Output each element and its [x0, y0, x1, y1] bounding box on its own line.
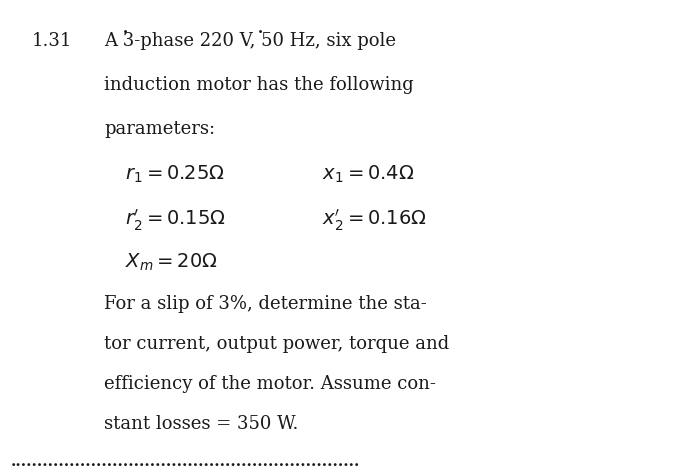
Text: ·: · [122, 22, 129, 44]
Text: $r_2^{\prime} = 0.15\Omega$: $r_2^{\prime} = 0.15\Omega$ [125, 208, 226, 233]
Text: ·: · [257, 22, 264, 44]
Text: .................................................................: ........................................… [11, 455, 360, 468]
Text: stant losses = 350 W.: stant losses = 350 W. [104, 415, 299, 433]
Text: A 3-phase 220 V, 50 Hz, six pole: A 3-phase 220 V, 50 Hz, six pole [104, 32, 396, 50]
Text: $x_1 = 0.4\Omega$: $x_1 = 0.4\Omega$ [322, 164, 414, 185]
Text: parameters:: parameters: [104, 120, 216, 138]
Text: 1.31: 1.31 [32, 32, 72, 50]
Text: induction motor has the following: induction motor has the following [104, 76, 414, 94]
Text: efficiency of the motor. Assume con-: efficiency of the motor. Assume con- [104, 375, 436, 393]
Text: $x_2^{\prime} = 0.16\Omega$: $x_2^{\prime} = 0.16\Omega$ [322, 208, 427, 233]
Text: For a slip of 3%, determine the sta-: For a slip of 3%, determine the sta- [104, 295, 427, 313]
Text: $X_m = 20\Omega$: $X_m = 20\Omega$ [125, 251, 218, 273]
Text: tor current, output power, torque and: tor current, output power, torque and [104, 335, 449, 353]
Text: $r_1 = 0.25\Omega$: $r_1 = 0.25\Omega$ [125, 164, 225, 185]
